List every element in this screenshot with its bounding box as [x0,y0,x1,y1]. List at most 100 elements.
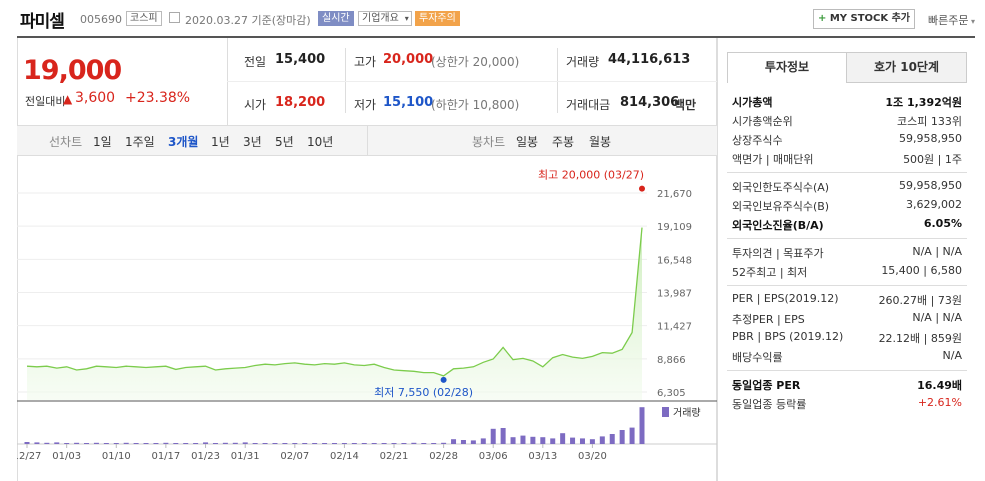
volume-bar [520,436,525,444]
volume-value: 44,116,613 [608,52,690,67]
min-marker [441,377,447,383]
info-value: +2.61% [918,396,962,409]
prev-close-label: 전일 [244,53,266,70]
period-1w[interactable]: 1주일 [125,133,155,150]
x-tick-label: 03/20 [578,451,607,462]
volume-bar [84,443,89,444]
volume-bar [223,443,228,444]
volume-bar [411,443,416,444]
period-1d[interactable]: 1일 [93,133,112,150]
info-value: 500원 | 1주 [903,151,962,167]
info-row: PER | EPS(2019.12) 260.27배 | 73원 [732,292,962,308]
info-row: 외국인소진율(B/A) 6.05% [732,217,962,233]
info-row: 동일업종 등락률 +2.61% [732,396,962,412]
amount-value: 814,306 [620,95,679,110]
volume-bar [203,442,208,444]
volume-bar [213,443,218,444]
volume-bar [372,443,377,444]
info-key: 추정PER | EPS [732,311,805,327]
period-3m[interactable]: 3개월 [168,133,198,150]
x-tick-label: 03/13 [528,451,557,462]
candle-weekly[interactable]: 주봉 [552,133,574,150]
period-5y[interactable]: 5년 [275,133,294,150]
info-key: 외국인소진율(B/A) [732,217,824,233]
price-line [27,228,642,376]
volume-bar [600,436,605,444]
info-key: PBR | BPS (2019.12) [732,330,843,343]
calendar-icon [169,12,180,23]
x-tick-label: 02/14 [330,451,359,462]
info-key: 시가총액 [732,94,772,110]
info-row: 동일업종 PER 16.49배 [732,377,962,393]
x-tick-label: 03/06 [479,451,508,462]
info-key: 시가총액순위 [732,113,793,129]
candle-monthly[interactable]: 월봉 [589,133,611,150]
info-value: 59,958,950 [899,179,962,192]
volume-bar [312,443,317,444]
tab-orderbook[interactable]: 호가 10단계 [846,52,967,83]
quick-order-button[interactable]: 빠른주문 ▾ [928,12,975,28]
divider [227,81,717,82]
company-overview-button[interactable]: 기업개요 ▾ [358,11,412,26]
price-change: 3,600 [75,90,115,106]
candle-daily[interactable]: 일봉 [516,133,538,150]
tab-investment-info[interactable]: 투자정보 [727,52,847,83]
volume-bar [322,443,327,444]
info-value: 15,400 | 6,580 [881,264,962,277]
x-tick-label: 12/27 [17,451,41,462]
info-key: 액면가 | 매매단위 [732,151,814,167]
info-value: 16.49배 [917,377,962,393]
volume-bar [610,434,615,444]
volume-bar [25,442,30,444]
volume-bar [451,439,456,444]
realtime-badge[interactable]: 실시간 [318,11,354,26]
info-value: 6.05% [924,217,962,230]
volume-bar [183,443,188,444]
volume-bar [124,443,129,444]
volume-bar [253,443,258,444]
volume-bar [342,443,347,444]
volume-bar [540,437,545,444]
info-key: 배당수익률 [732,349,783,365]
volume-bar [34,442,39,444]
volume-legend-label: 거래량 [673,407,701,419]
lower-limit: (하한가 10,800) [431,96,519,113]
info-value: 코스피 133위 [897,113,962,129]
x-tick-label: 01/17 [151,451,180,462]
period-1y[interactable]: 1년 [211,133,230,150]
period-3y[interactable]: 3년 [243,133,262,150]
info-value: N/A | N/A [912,311,962,324]
y-tick-label: 6,305 [657,388,686,399]
low-value: 15,100 [383,95,433,110]
info-key: 투자의견 | 목표주가 [732,245,824,261]
volume-bar [580,438,585,444]
info-separator [727,238,967,239]
volume-bar [332,443,337,444]
volume-bar [461,440,466,444]
volume-bar [590,439,595,444]
add-my-stock-button[interactable]: + MY STOCK 추가 [813,9,915,29]
plus-icon: + [818,13,830,24]
price-chart[interactable]: 21,670 19,109 16,548 13,987 11,427 8,866 6,305… [17,156,717,481]
high-label: 고가 [354,53,376,70]
volume-bar [401,443,406,444]
volume-bar [352,443,357,444]
x-tick-label: 02/28 [429,451,458,462]
volume-bar [362,443,367,444]
info-value: 260.27배 | 73원 [879,292,962,308]
volume-bar [153,443,158,444]
volume-bar [292,443,297,444]
volume-bar [630,428,635,444]
info-row: 외국인한도주식수(A) 59,958,950 [732,179,962,195]
info-value: 1조 1,392억원 [885,94,962,110]
base-date: 2020.03.27 기준(장마감) [185,12,311,28]
y-tick-label: 21,670 [657,189,692,200]
line-chart-label: 선차트 [49,133,82,150]
volume-bar [94,443,99,444]
period-10y[interactable]: 10년 [307,133,333,150]
volume-bar [501,428,506,444]
volume-bar [421,443,426,444]
upper-limit: (상한가 20,000) [431,53,519,70]
y-tick-label: 16,548 [657,255,692,266]
volume-bar [530,437,535,444]
